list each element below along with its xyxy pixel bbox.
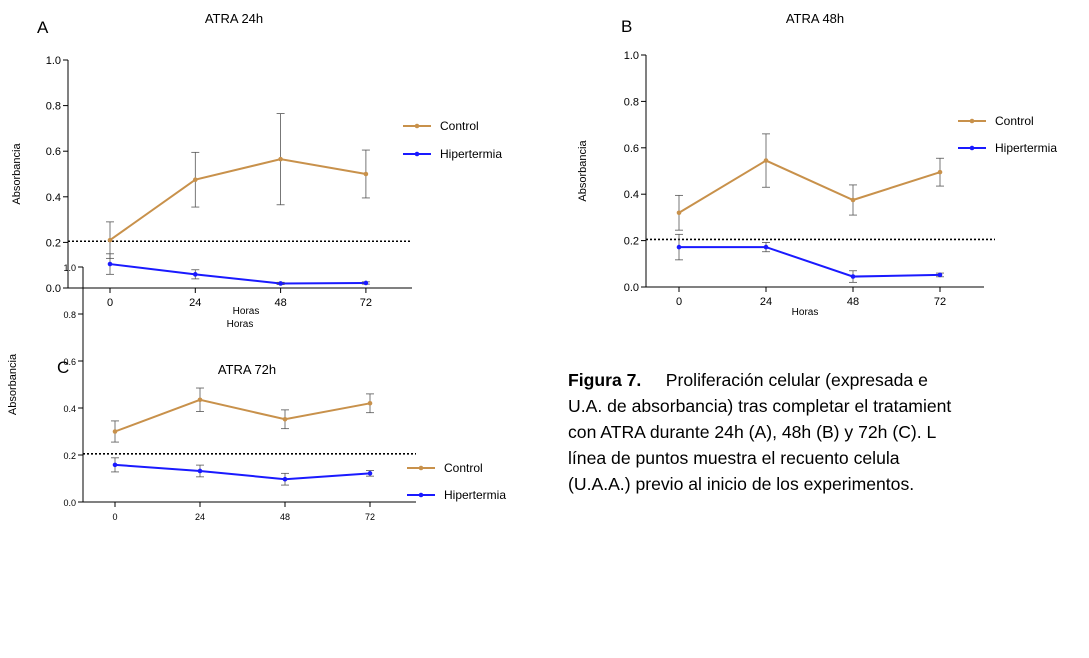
- series-line-control-a: [109, 158, 367, 241]
- caption-line-1-text: Proliferación celular (expresada e: [665, 370, 928, 390]
- legend-label-hipertermia-c: Hipertermia: [444, 488, 506, 502]
- caption-line-1: Figura 7. Proliferación celular (expresa…: [568, 367, 1089, 393]
- y-tick-label-a: 0.0: [46, 283, 61, 295]
- legend-marker-control-a: [414, 123, 420, 129]
- data-point-control-b: [763, 158, 769, 163]
- series-line-control-b: [678, 159, 941, 214]
- caption-line-5: (U.A.A.) previo al inicio de los experim…: [568, 474, 915, 494]
- chart-svg-b: 0.0 0.2 0.4 0.6 0.8 1.0 0 24 48 72 Horas Absorbanci…: [577, 50, 1057, 318]
- x-tick-label-c: 72: [365, 512, 375, 522]
- y-tick-label-b: 0.6: [624, 143, 639, 155]
- chart-panel-a: A ATRA 24h 0.0 0.2 0.4 0.6 0.8 1.0 0 24 48 72 Hora…: [0, 0, 540, 330]
- y-tick-label-b: 0.4: [624, 189, 639, 201]
- x-tick-label-b: 0: [676, 296, 682, 308]
- data-point-control-a: [107, 237, 113, 243]
- panel-label-b: B: [621, 17, 633, 36]
- data-point-hipertermia-c: [282, 476, 288, 482]
- data-point-control-b: [676, 210, 682, 216]
- data-point-hipertermia-a: [278, 281, 283, 286]
- y-tick-label-c: 0.4: [63, 404, 76, 414]
- data-point-control-c: [282, 416, 288, 422]
- y-tick-label-c: 1.0: [63, 263, 76, 273]
- x-tick-label-c: 24: [195, 512, 205, 522]
- figure-caption: Figura 7. Proliferación celular (expresa…: [568, 367, 1089, 497]
- x-tick-label-a: 72: [360, 297, 372, 309]
- y-tick-label-b: 0.0: [624, 282, 639, 294]
- data-point-hipertermia-a: [193, 272, 198, 277]
- x-tick-label-b: 72: [934, 296, 946, 308]
- chart-title-c: ATRA 72h: [217, 362, 277, 377]
- y-tick-label-a: 1.0: [46, 55, 61, 67]
- data-point-control-b: [937, 169, 943, 175]
- x-tick-label-b: 48: [847, 296, 859, 308]
- x-tick-label-a: 0: [107, 297, 113, 309]
- data-point-hipertermia-b: [937, 272, 943, 278]
- chart-title-a: ATRA 24h: [204, 11, 264, 26]
- series-line-control-c: [114, 398, 371, 433]
- series-line-hipertermia-c: [114, 463, 371, 481]
- data-point-hipertermia-a: [107, 261, 113, 267]
- series-line-hipertermia-b: [679, 246, 941, 278]
- y-tick-label-b: 0.2: [624, 236, 639, 248]
- legend-marker-control-b: [969, 118, 975, 124]
- legend-marker-control-c: [418, 465, 424, 471]
- series-line-hipertermia-a: [109, 263, 366, 285]
- data-point-control-a: [278, 156, 283, 162]
- chart-svg-a: 0.0 0.2 0.4 0.6 0.8 1.0 0 24 48 72 Horas Absorbanci…: [11, 55, 502, 317]
- legend-marker-hipertermia-b: [969, 145, 975, 151]
- x-tick-label-a: 48: [274, 297, 286, 309]
- x-tick-label-b: 24: [760, 296, 772, 308]
- y-axis-label-b: Absorbancia: [577, 140, 589, 202]
- data-point-hipertermia-c: [112, 462, 118, 468]
- y-tick-label-a: 0.6: [46, 146, 61, 158]
- legend-label-control-a: Control: [440, 119, 479, 133]
- data-point-control-c: [112, 429, 118, 434]
- y-axis-label-c: Absorbancia: [7, 353, 19, 415]
- data-point-hipertermia-c: [367, 471, 373, 476]
- caption-line-2: U.A. de absorbancia) tras completar el t…: [568, 396, 952, 416]
- caption-line-4: línea de puntos muestra el recuento celu…: [568, 448, 900, 468]
- caption-line-3: con ATRA durante 24h (A), 48h (B) y 72h …: [568, 422, 937, 442]
- y-axis-label-a: Absorbancia: [11, 143, 23, 205]
- y-tick-label-a: 0.2: [46, 237, 61, 249]
- y-tick-label-a: 0.4: [46, 192, 61, 204]
- chart-panel-b: B ATRA 48h 0.0 0.2 0.4 0.6 0.8 1.0 0 24 48 72 Hora…: [560, 0, 1089, 330]
- y-tick-label-c: 0.0: [63, 498, 76, 508]
- data-point-hipertermia-c: [197, 468, 203, 474]
- y-tick-label-c: 0.8: [63, 310, 76, 320]
- legend-label-control-b: Control: [995, 114, 1034, 128]
- panel-label-a: A: [37, 18, 49, 37]
- x-tick-label-c: 48: [280, 512, 290, 522]
- y-tick-label-a: 0.8: [46, 101, 61, 113]
- chart-title-b: ATRA 48h: [785, 11, 845, 26]
- y-tick-label-b: 0.8: [624, 96, 639, 108]
- data-point-control-b: [850, 197, 856, 203]
- caption-figure-label: Figura 7.: [568, 370, 642, 390]
- legend-marker-hipertermia-c: [418, 492, 424, 498]
- legend-label-control-c: Control: [444, 461, 483, 475]
- legend-marker-hipertermia-a: [414, 151, 420, 157]
- data-point-hipertermia-b: [763, 244, 769, 250]
- x-axis-label-c: Horas: [227, 319, 254, 330]
- data-point-control-a: [363, 171, 369, 177]
- data-point-control-c: [197, 397, 203, 403]
- chart-panel-c: C ATRA 72h 0.0 0.2 0.4 0.6 0.8 1.0 0 24 48 72 Hora…: [0, 263, 560, 658]
- x-tick-label-a: 24: [189, 297, 201, 309]
- data-point-hipertermia-a: [363, 280, 369, 286]
- data-point-hipertermia-b: [850, 274, 856, 279]
- data-point-control-c: [367, 401, 373, 406]
- x-axis-label-a: Horas: [233, 306, 260, 317]
- panel-label-c: C: [57, 358, 70, 377]
- legend-label-hipertermia-a: Hipertermia: [440, 147, 502, 161]
- y-tick-label-c: 0.2: [63, 451, 76, 461]
- x-tick-label-c: 0: [112, 512, 117, 522]
- data-point-control-a: [193, 177, 198, 182]
- y-tick-label-b: 1.0: [624, 50, 639, 62]
- legend-label-hipertermia-b: Hipertermia: [995, 141, 1057, 155]
- data-point-hipertermia-b: [676, 244, 682, 250]
- x-axis-label-b: Horas: [792, 307, 819, 318]
- chart-svg-c: 0.0 0.2 0.4 0.6 0.8 1.0 0 24 48 72 Horas Absorbanci…: [7, 263, 506, 522]
- y-tick-label-c: 0.6: [63, 357, 76, 367]
